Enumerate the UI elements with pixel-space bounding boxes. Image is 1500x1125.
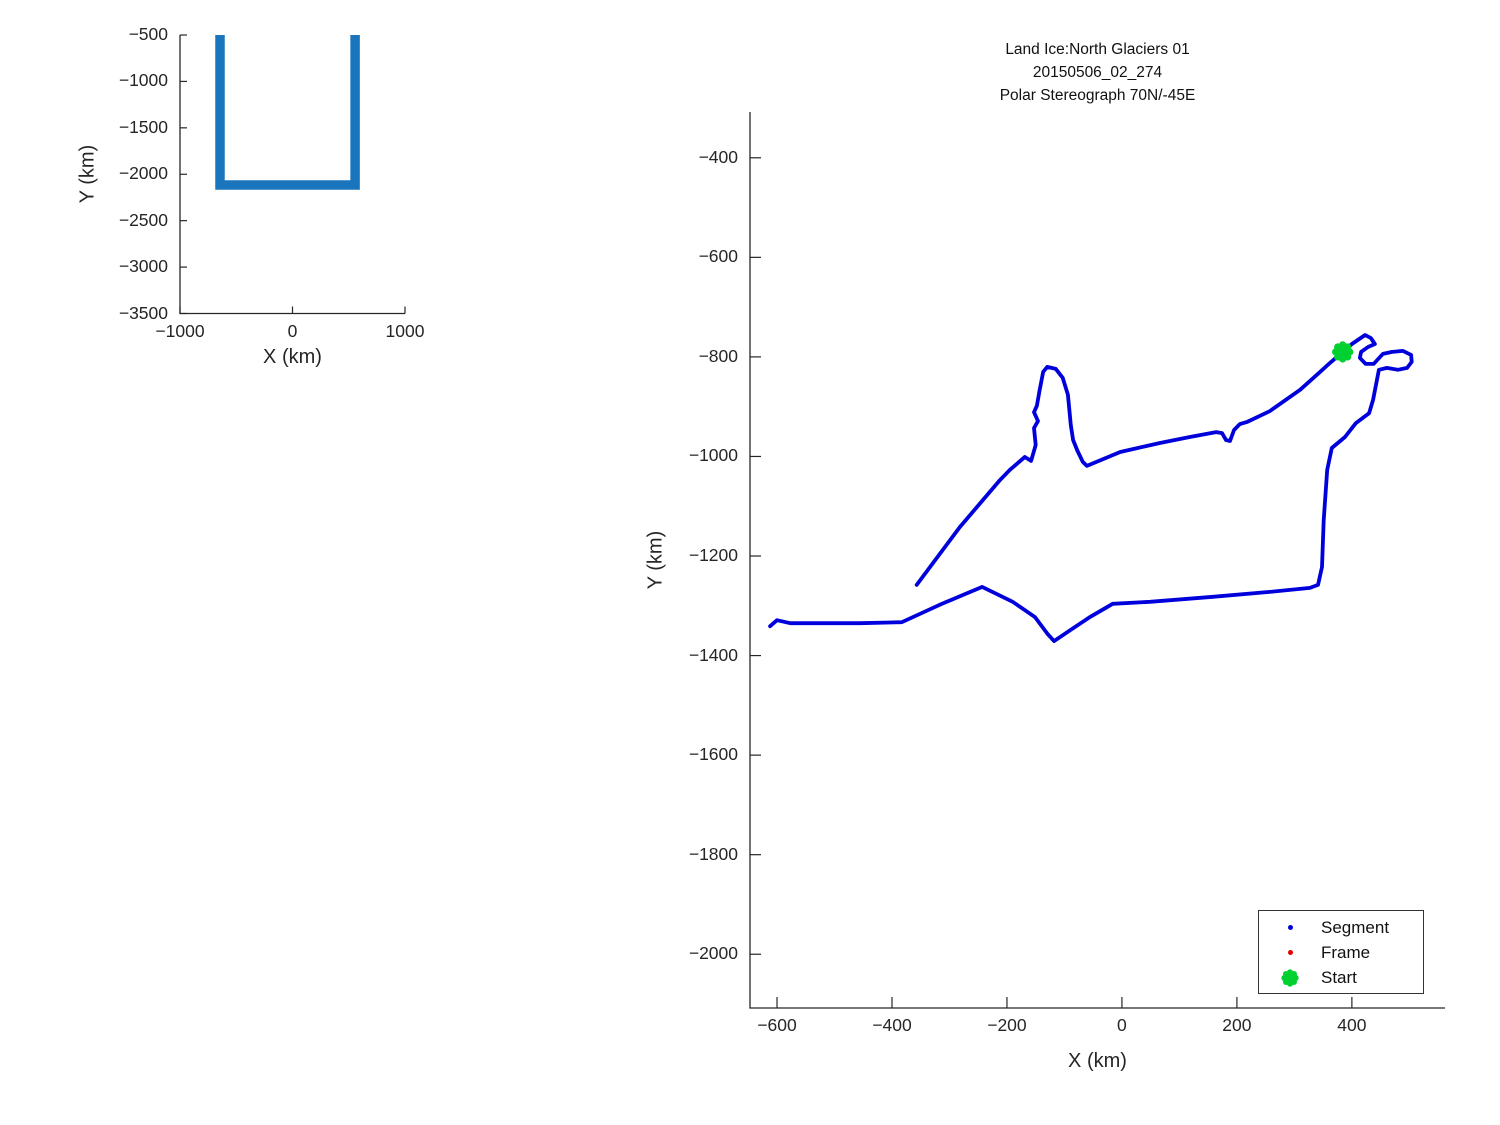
overview-x-tick-label: −1000	[155, 320, 205, 341]
main-y-tick-label: −1000	[688, 445, 738, 466]
main-start-marker	[1332, 341, 1354, 363]
main-y-tick-label: −1200	[688, 545, 738, 566]
main-x-axis-label: X (km)	[1068, 1050, 1127, 1072]
main-y-tick-label: −1800	[688, 843, 738, 864]
legend-item-segment: Segment	[1259, 915, 1423, 940]
main-x-tick-label: −200	[987, 1015, 1027, 1035]
main-y-tick-label: −2000	[688, 943, 738, 964]
main-y-tick-label: −1600	[688, 744, 738, 765]
legend: Segment Frame Start	[1258, 910, 1424, 994]
overview-y-tick-label: −2000	[118, 163, 168, 184]
legend-label: Frame	[1321, 942, 1371, 962]
main-x-tick-label: −600	[757, 1015, 797, 1035]
main-trajectory-line	[768, 333, 1414, 643]
overview-y-tick-label: −3500	[118, 302, 168, 323]
main-x-tick-label: 200	[1222, 1015, 1252, 1035]
overview-plot-area	[179, 34, 406, 315]
overview-y-tick-label: −2500	[118, 209, 168, 230]
legend-item-start: Start	[1259, 965, 1423, 990]
title-line-campaign: Land Ice:North Glaciers 01	[1005, 41, 1190, 58]
overview-y-tick-label: −1500	[118, 116, 168, 137]
frame-dot-icon	[1259, 950, 1321, 955]
overview-y-tick-label: −3000	[118, 256, 168, 277]
overview-x-tick-label: 0	[287, 320, 298, 341]
legend-item-frame: Frame	[1259, 940, 1423, 965]
main-x-tick-label: 400	[1337, 1015, 1367, 1035]
main-plot-area	[749, 112, 1445, 1009]
overview-trajectory-line	[215, 35, 360, 190]
main-x-tick-label: −400	[872, 1015, 912, 1035]
overview-x-tick-label: 1000	[385, 320, 425, 341]
main-y-tick-label: −600	[698, 246, 738, 267]
main-x-tick-label: 0	[1117, 1015, 1127, 1035]
segment-dot-icon	[1259, 925, 1321, 930]
overview-y-tick-label: −500	[128, 24, 168, 44]
legend-label: Start	[1321, 967, 1357, 987]
title-line-projection: Polar Stereograph 70N/-45E	[999, 87, 1196, 104]
main-y-tick-label: −800	[698, 345, 738, 366]
overview-x-axis-label: X (km)	[263, 346, 322, 368]
legend-label: Segment	[1321, 917, 1390, 937]
start-marker-icon	[1259, 968, 1321, 987]
main-y-tick-label: −400	[698, 146, 738, 167]
main-chart-title: Land Ice:North Glaciers 01 20150506_02_2…	[750, 38, 1445, 107]
overview-y-tick-label: −1000	[118, 70, 168, 91]
main-axis-spines	[749, 112, 1445, 1009]
main-y-tick-label: −1400	[688, 644, 738, 665]
title-line-date: 20150506_02_274	[1032, 64, 1163, 81]
legend-burst-glyph	[1281, 968, 1299, 987]
